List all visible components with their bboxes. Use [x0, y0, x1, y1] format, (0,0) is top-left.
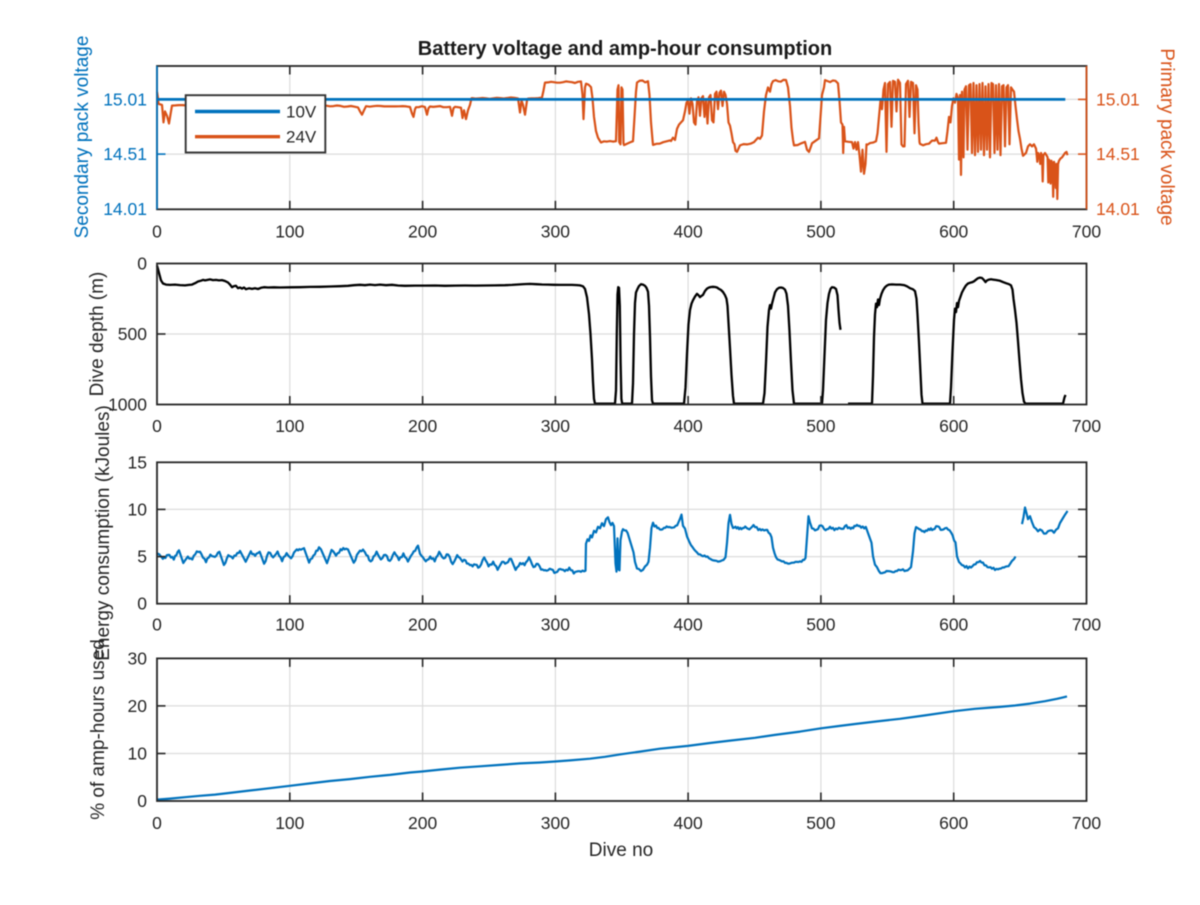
svg-text:10V: 10V: [286, 103, 317, 122]
svg-text:200: 200: [408, 615, 437, 635]
svg-text:700: 700: [1072, 813, 1101, 833]
svg-text:% of amp-hours used: % of amp-hours used: [88, 639, 109, 820]
svg-text:Dive depth (m): Dive depth (m): [87, 272, 108, 397]
svg-text:15.01: 15.01: [1096, 89, 1140, 109]
svg-text:600: 600: [939, 813, 968, 833]
svg-text:400: 400: [673, 615, 702, 635]
svg-text:1000: 1000: [108, 395, 147, 415]
svg-text:Energy consumption (kJoules): Energy consumption (kJoules): [93, 405, 114, 661]
svg-text:0: 0: [152, 416, 162, 436]
svg-text:100: 100: [275, 615, 304, 635]
svg-text:500: 500: [806, 416, 835, 436]
svg-text:24V: 24V: [286, 128, 317, 147]
svg-text:30: 30: [128, 648, 148, 668]
svg-text:5: 5: [137, 547, 147, 567]
svg-text:700: 700: [1072, 615, 1101, 635]
svg-text:10: 10: [128, 499, 148, 519]
svg-text:100: 100: [275, 222, 304, 242]
svg-text:500: 500: [806, 615, 835, 635]
svg-text:0: 0: [137, 791, 147, 811]
svg-text:14.51: 14.51: [1096, 144, 1140, 164]
svg-text:100: 100: [275, 813, 304, 833]
svg-text:14.01: 14.01: [1096, 199, 1140, 219]
svg-text:300: 300: [541, 615, 570, 635]
svg-text:300: 300: [541, 813, 570, 833]
svg-text:500: 500: [118, 324, 147, 344]
svg-text:0: 0: [137, 594, 147, 614]
svg-text:15.01: 15.01: [103, 89, 147, 109]
svg-text:200: 200: [408, 813, 437, 833]
svg-text:0: 0: [152, 615, 162, 635]
svg-text:700: 700: [1072, 416, 1101, 436]
svg-text:Primary pack voltage: Primary pack voltage: [1156, 48, 1177, 225]
svg-text:14.01: 14.01: [103, 199, 147, 219]
svg-text:14.51: 14.51: [103, 144, 147, 164]
svg-text:300: 300: [541, 222, 570, 242]
svg-text:0: 0: [137, 254, 147, 274]
svg-text:700: 700: [1072, 222, 1101, 242]
svg-text:Secondary pack voltage: Secondary pack voltage: [72, 36, 93, 239]
svg-text:0: 0: [152, 222, 162, 242]
svg-text:200: 200: [408, 416, 437, 436]
svg-text:400: 400: [673, 222, 702, 242]
svg-text:300: 300: [541, 416, 570, 436]
svg-text:10: 10: [128, 744, 148, 764]
svg-text:100: 100: [275, 416, 304, 436]
svg-text:400: 400: [673, 416, 702, 436]
svg-text:600: 600: [939, 222, 968, 242]
svg-text:0: 0: [152, 813, 162, 833]
svg-text:600: 600: [939, 615, 968, 635]
svg-text:15: 15: [128, 452, 147, 472]
svg-text:500: 500: [806, 222, 835, 242]
svg-text:200: 200: [408, 222, 437, 242]
svg-text:Battery voltage and amp-hour c: Battery voltage and amp-hour consumption: [418, 38, 832, 60]
svg-text:600: 600: [939, 416, 968, 436]
svg-text:Dive no: Dive no: [589, 840, 653, 861]
svg-text:20: 20: [128, 696, 148, 716]
svg-text:500: 500: [806, 813, 835, 833]
svg-text:400: 400: [673, 813, 702, 833]
